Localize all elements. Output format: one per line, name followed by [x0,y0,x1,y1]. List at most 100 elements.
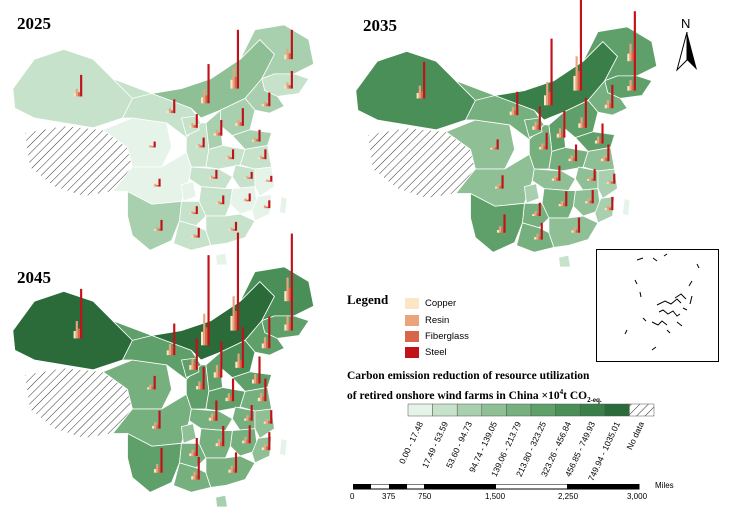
material-bar [173,99,176,114]
material-bar [189,365,192,370]
material-bar [516,91,519,116]
material-bar [251,379,255,384]
material-bar [580,117,583,128]
material-bar [585,201,588,204]
material-bar [213,416,216,421]
material-bar [251,139,255,142]
ramp-title-line1: Carbon emission reduction of resource ut… [347,370,590,382]
province-yunnan [127,190,182,251]
material-bar [543,146,546,150]
scale-tick-3000: 3,000 [627,492,648,501]
material-bar [191,449,194,457]
scale-tick-0: 0 [350,492,355,501]
material-bar [266,103,269,107]
material-bar [147,387,150,390]
material-bar [573,75,576,91]
material-bar [286,277,289,302]
material-bar [263,421,266,424]
material-bar [416,92,419,99]
material-bar [152,185,155,187]
material-bar [230,227,233,231]
material-bar [208,177,211,179]
material-bar [195,206,198,215]
material-bar [193,363,196,370]
material-bar [213,372,216,378]
map-title-2035: 2035 [363,16,397,35]
material-bar [230,79,233,89]
material-bar [565,191,568,207]
material-bar [563,110,566,138]
material-bar [244,198,247,202]
material-bar [193,212,196,215]
material-bar [270,410,273,424]
province-yunnan [127,432,182,493]
material-bar [418,85,421,99]
material-bar [207,255,210,346]
material-bar [220,442,223,447]
material-bar [631,51,634,62]
material-bar [263,443,267,451]
legend-label-copper: Copper [425,298,457,309]
material-bar [196,145,199,148]
province-hainan [215,252,228,266]
material-bar [261,104,264,107]
material-bar [539,146,542,150]
material-bar [250,404,253,421]
material-bar [288,322,291,331]
material-bar [244,418,247,421]
material-bar [629,43,632,62]
material-bar [154,422,157,429]
material-bar [197,227,200,238]
scale-unit: Miles [655,481,674,490]
material-bar [237,119,240,126]
legend-swatch-fiberglass [405,331,419,342]
material-bar [286,48,289,60]
material-bar [171,348,174,356]
scale-tick-1500: 1,500 [485,492,506,501]
material-bar [149,384,152,390]
material-bar [268,420,271,424]
material-bar [589,176,592,181]
province-shandong [231,129,273,150]
material-bar [503,214,506,233]
material-bar [534,121,537,130]
material-bar [222,195,225,205]
material-bar [151,146,154,148]
material-bar [501,175,504,189]
material-bar [215,365,219,378]
material-bar [213,176,216,179]
south-china-sea-inset [596,249,719,362]
material-bar [193,452,196,457]
material-bar [234,311,237,331]
material-bar [235,361,238,368]
legend-swatch-copper [405,298,419,309]
material-bar [75,321,78,339]
material-bar [290,70,293,89]
material-bar [573,227,576,233]
material-bar [168,108,172,114]
material-bar [250,171,253,179]
material-bar [207,64,210,104]
province-hainan [558,254,571,268]
ramp-class-box [407,403,433,417]
material-bar [536,213,539,217]
material-bar [151,386,154,390]
ramp-title-line2: of retired onshore wind farms in China ×… [347,386,602,407]
material-bar [191,211,194,215]
material-bar [262,157,265,160]
material-bar [202,366,205,390]
material-bar [556,177,559,181]
material-bar [220,202,223,205]
material-bar [263,337,267,349]
material-bar [246,439,249,444]
material-bar [195,475,198,480]
material-bar [229,396,232,402]
legend-item-resin: Resin [405,314,449,327]
legend-label-fiberglass: Fiberglass [425,331,469,342]
material-bar [232,296,235,331]
material-bar [627,53,630,62]
material-bar [627,86,630,91]
material-bar [215,202,218,205]
material-bar [633,60,636,91]
material-bar [538,236,541,240]
